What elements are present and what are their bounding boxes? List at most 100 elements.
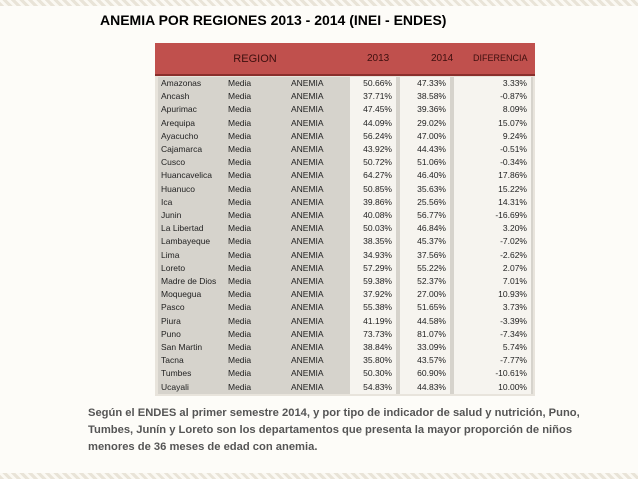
row-tipo: Media (228, 381, 252, 392)
row-indicador: ANEMIA (291, 249, 324, 260)
row-value-2014: 27.00% (417, 289, 446, 300)
row-value-2014: 51.65% (417, 302, 446, 313)
row-value-2014: 46.84% (417, 223, 446, 234)
header-region: REGION (233, 53, 277, 65)
row-diferencia: 9.24% (502, 130, 527, 141)
row-diferencia: -7.02% (500, 236, 527, 247)
row-indicador: ANEMIA (291, 91, 324, 102)
row-tipo: Media (228, 130, 252, 141)
row-tipo: Media (228, 289, 252, 300)
table-row: Huanuco Media ANEMIA 50.85% 35.63% 15.22% (158, 183, 533, 197)
row-region: Ica (161, 196, 173, 207)
table-row: Arequipa Media ANEMIA 44.09% 29.02% 15.07% (158, 117, 533, 131)
row-value-2013: 37.71% (363, 91, 392, 102)
row-indicador: ANEMIA (291, 117, 324, 128)
row-indicador: ANEMIA (291, 342, 324, 352)
table-row: Ucayali Media ANEMIA 54.83% 44.83% 10.00% (158, 381, 533, 395)
row-region: Lambayeque (161, 236, 211, 247)
row-tipo: Media (228, 104, 252, 115)
row-value-2013: 43.92% (363, 144, 392, 154)
row-tipo: Media (228, 157, 252, 168)
row-value-2014: 46.40% (417, 170, 446, 181)
table-row: Moquegua Media ANEMIA 37.92% 27.00% 10.93% (158, 288, 533, 302)
row-diferencia: -3.39% (500, 315, 527, 326)
table-row: Ayacucho Media ANEMIA 56.24% 47.00% 9.24% (158, 130, 533, 144)
row-tipo: Media (228, 91, 252, 102)
row-value-2013: 41.19% (363, 315, 392, 326)
row-value-2013: 55.38% (363, 302, 392, 313)
row-indicador: ANEMIA (291, 144, 324, 154)
row-value-2014: 44.58% (417, 315, 446, 326)
row-diferencia: -0.51% (500, 144, 527, 154)
row-indicador: ANEMIA (291, 78, 324, 88)
row-diferencia: -7.77% (500, 355, 527, 366)
row-value-2013: 50.72% (363, 157, 392, 168)
row-diferencia: -10.61% (495, 368, 527, 379)
row-value-2013: 57.29% (363, 262, 392, 273)
row-value-2013: 56.24% (363, 130, 392, 141)
row-value-2013: 34.93% (363, 249, 392, 260)
row-tipo: Media (228, 78, 252, 88)
row-diferencia: -0.34% (500, 157, 527, 168)
anemia-table: REGION 2013 2014 DIFERENCIA Amazonas Medi… (155, 43, 535, 396)
row-region: Piura (161, 315, 181, 326)
row-region: Apurimac (161, 104, 197, 115)
row-region: Arequipa (161, 117, 196, 128)
row-tipo: Media (228, 355, 252, 366)
header-diferencia: DIFERENCIA (473, 53, 528, 63)
row-indicador: ANEMIA (291, 289, 324, 300)
row-value-2014: 29.02% (417, 117, 446, 128)
row-indicador: ANEMIA (291, 276, 324, 286)
row-region: Cajamarca (161, 144, 203, 154)
row-value-2013: 38.84% (363, 342, 392, 352)
row-indicador: ANEMIA (291, 328, 324, 339)
row-value-2013: 39.86% (363, 196, 392, 207)
row-value-2013: 38.35% (363, 236, 392, 247)
row-tipo: Media (228, 210, 252, 220)
row-tipo: Media (228, 117, 252, 128)
row-value-2014: 47.00% (417, 130, 446, 141)
header-2014: 2014 (431, 53, 454, 64)
row-tipo: Media (228, 223, 252, 234)
table-row: Huancavelica Media ANEMIA 64.27% 46.40% 17.86… (158, 169, 533, 183)
row-diferencia: 8.09% (502, 104, 527, 115)
row-region: Moquegua (161, 289, 202, 300)
row-value-2014: 39.36% (417, 104, 446, 115)
row-diferencia: 3.33% (502, 78, 527, 88)
row-diferencia: 3.73% (502, 302, 527, 313)
table-body: Amazonas Media ANEMIA 50.66% 47.33% 3.33% Anca… (158, 77, 533, 394)
row-indicador: ANEMIA (291, 368, 324, 379)
decorative-border-bottom (0, 473, 638, 479)
row-tipo: Media (228, 315, 252, 326)
table-row: Cajamarca Media ANEMIA 43.92% 44.43% -0.51% (158, 143, 533, 157)
row-value-2013: 40.08% (363, 210, 392, 220)
column-2013-background (350, 77, 396, 394)
row-region: Amazonas (161, 78, 202, 88)
row-value-2013: 64.27% (363, 170, 392, 181)
table-row: Junin Media ANEMIA 40.08% 56.77% -16.69% (158, 209, 533, 223)
row-region: Tacna (161, 355, 184, 366)
row-diferencia: -7.34% (500, 328, 527, 339)
table-header: REGION 2013 2014 DIFERENCIA (155, 43, 535, 76)
row-value-2013: 50.03% (363, 223, 392, 234)
header-2013: 2013 (367, 53, 390, 64)
table-row: Amazonas Media ANEMIA 50.66% 47.33% 3.33% (158, 77, 533, 91)
row-value-2013: 47.45% (363, 104, 392, 115)
row-diferencia: 3.20% (502, 223, 527, 234)
row-indicador: ANEMIA (291, 130, 324, 141)
row-tipo: Media (228, 328, 252, 339)
row-value-2014: 55.22% (417, 262, 446, 273)
row-value-2013: 44.09% (363, 117, 392, 128)
row-diferencia: 2.07% (502, 262, 527, 273)
row-tipo: Media (228, 276, 252, 286)
row-indicador: ANEMIA (291, 170, 324, 181)
table-row: San Martin Media ANEMIA 38.84% 33.09% 5.74% (158, 341, 533, 355)
table-row: Puno Media ANEMIA 73.73% 81.07% -7.34% (158, 328, 533, 342)
row-indicador: ANEMIA (291, 315, 324, 326)
row-region: Junin (161, 210, 182, 220)
row-indicador: ANEMIA (291, 302, 324, 313)
row-indicador: ANEMIA (291, 157, 324, 168)
row-tipo: Media (228, 342, 252, 352)
row-value-2013: 37.92% (363, 289, 392, 300)
table-row: Lambayeque Media ANEMIA 38.35% 45.37% -7.02% (158, 235, 533, 249)
